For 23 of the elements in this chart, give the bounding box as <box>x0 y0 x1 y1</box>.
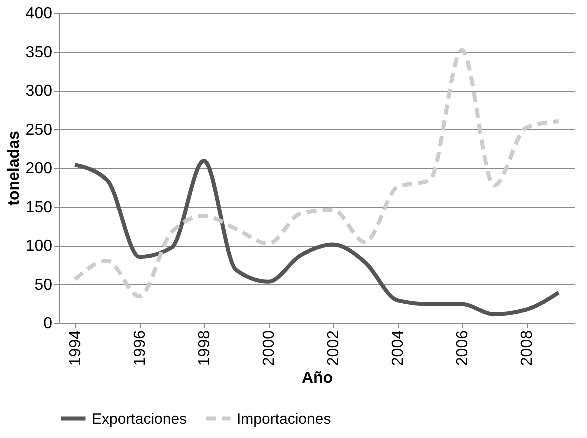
y-tick-label: 250 <box>26 122 53 139</box>
legend-label: Importaciones <box>237 410 332 428</box>
x-tick-label: 1994 <box>68 330 85 366</box>
x-tick-label: 2002 <box>326 330 343 366</box>
x-tick-label: 1996 <box>132 330 150 366</box>
y-tick-label: 150 <box>26 199 53 216</box>
x-axis-title: Año <box>302 370 334 388</box>
y-tick-label: 50 <box>34 276 53 294</box>
line-series <box>73 159 561 316</box>
y-tick-label: 350 <box>26 44 53 62</box>
y-axis-title: toneladas <box>6 131 23 206</box>
x-tick-label: 2000 <box>261 330 278 366</box>
x-tick-label: 1998 <box>196 330 214 366</box>
y-tick-label: 0 <box>44 316 53 332</box>
x-tick-label: 2006 <box>454 330 472 366</box>
x-tick-label: 2008 <box>519 330 536 366</box>
y-tick-label: 300 <box>26 83 53 100</box>
y-tick-label: 400 <box>26 6 53 22</box>
y-tick-label: 200 <box>26 160 53 178</box>
y-tick-label: 100 <box>26 238 53 255</box>
x-tick-label: 2004 <box>390 330 408 366</box>
legend-label: Exportaciones <box>92 410 188 428</box>
line-series <box>73 48 561 299</box>
